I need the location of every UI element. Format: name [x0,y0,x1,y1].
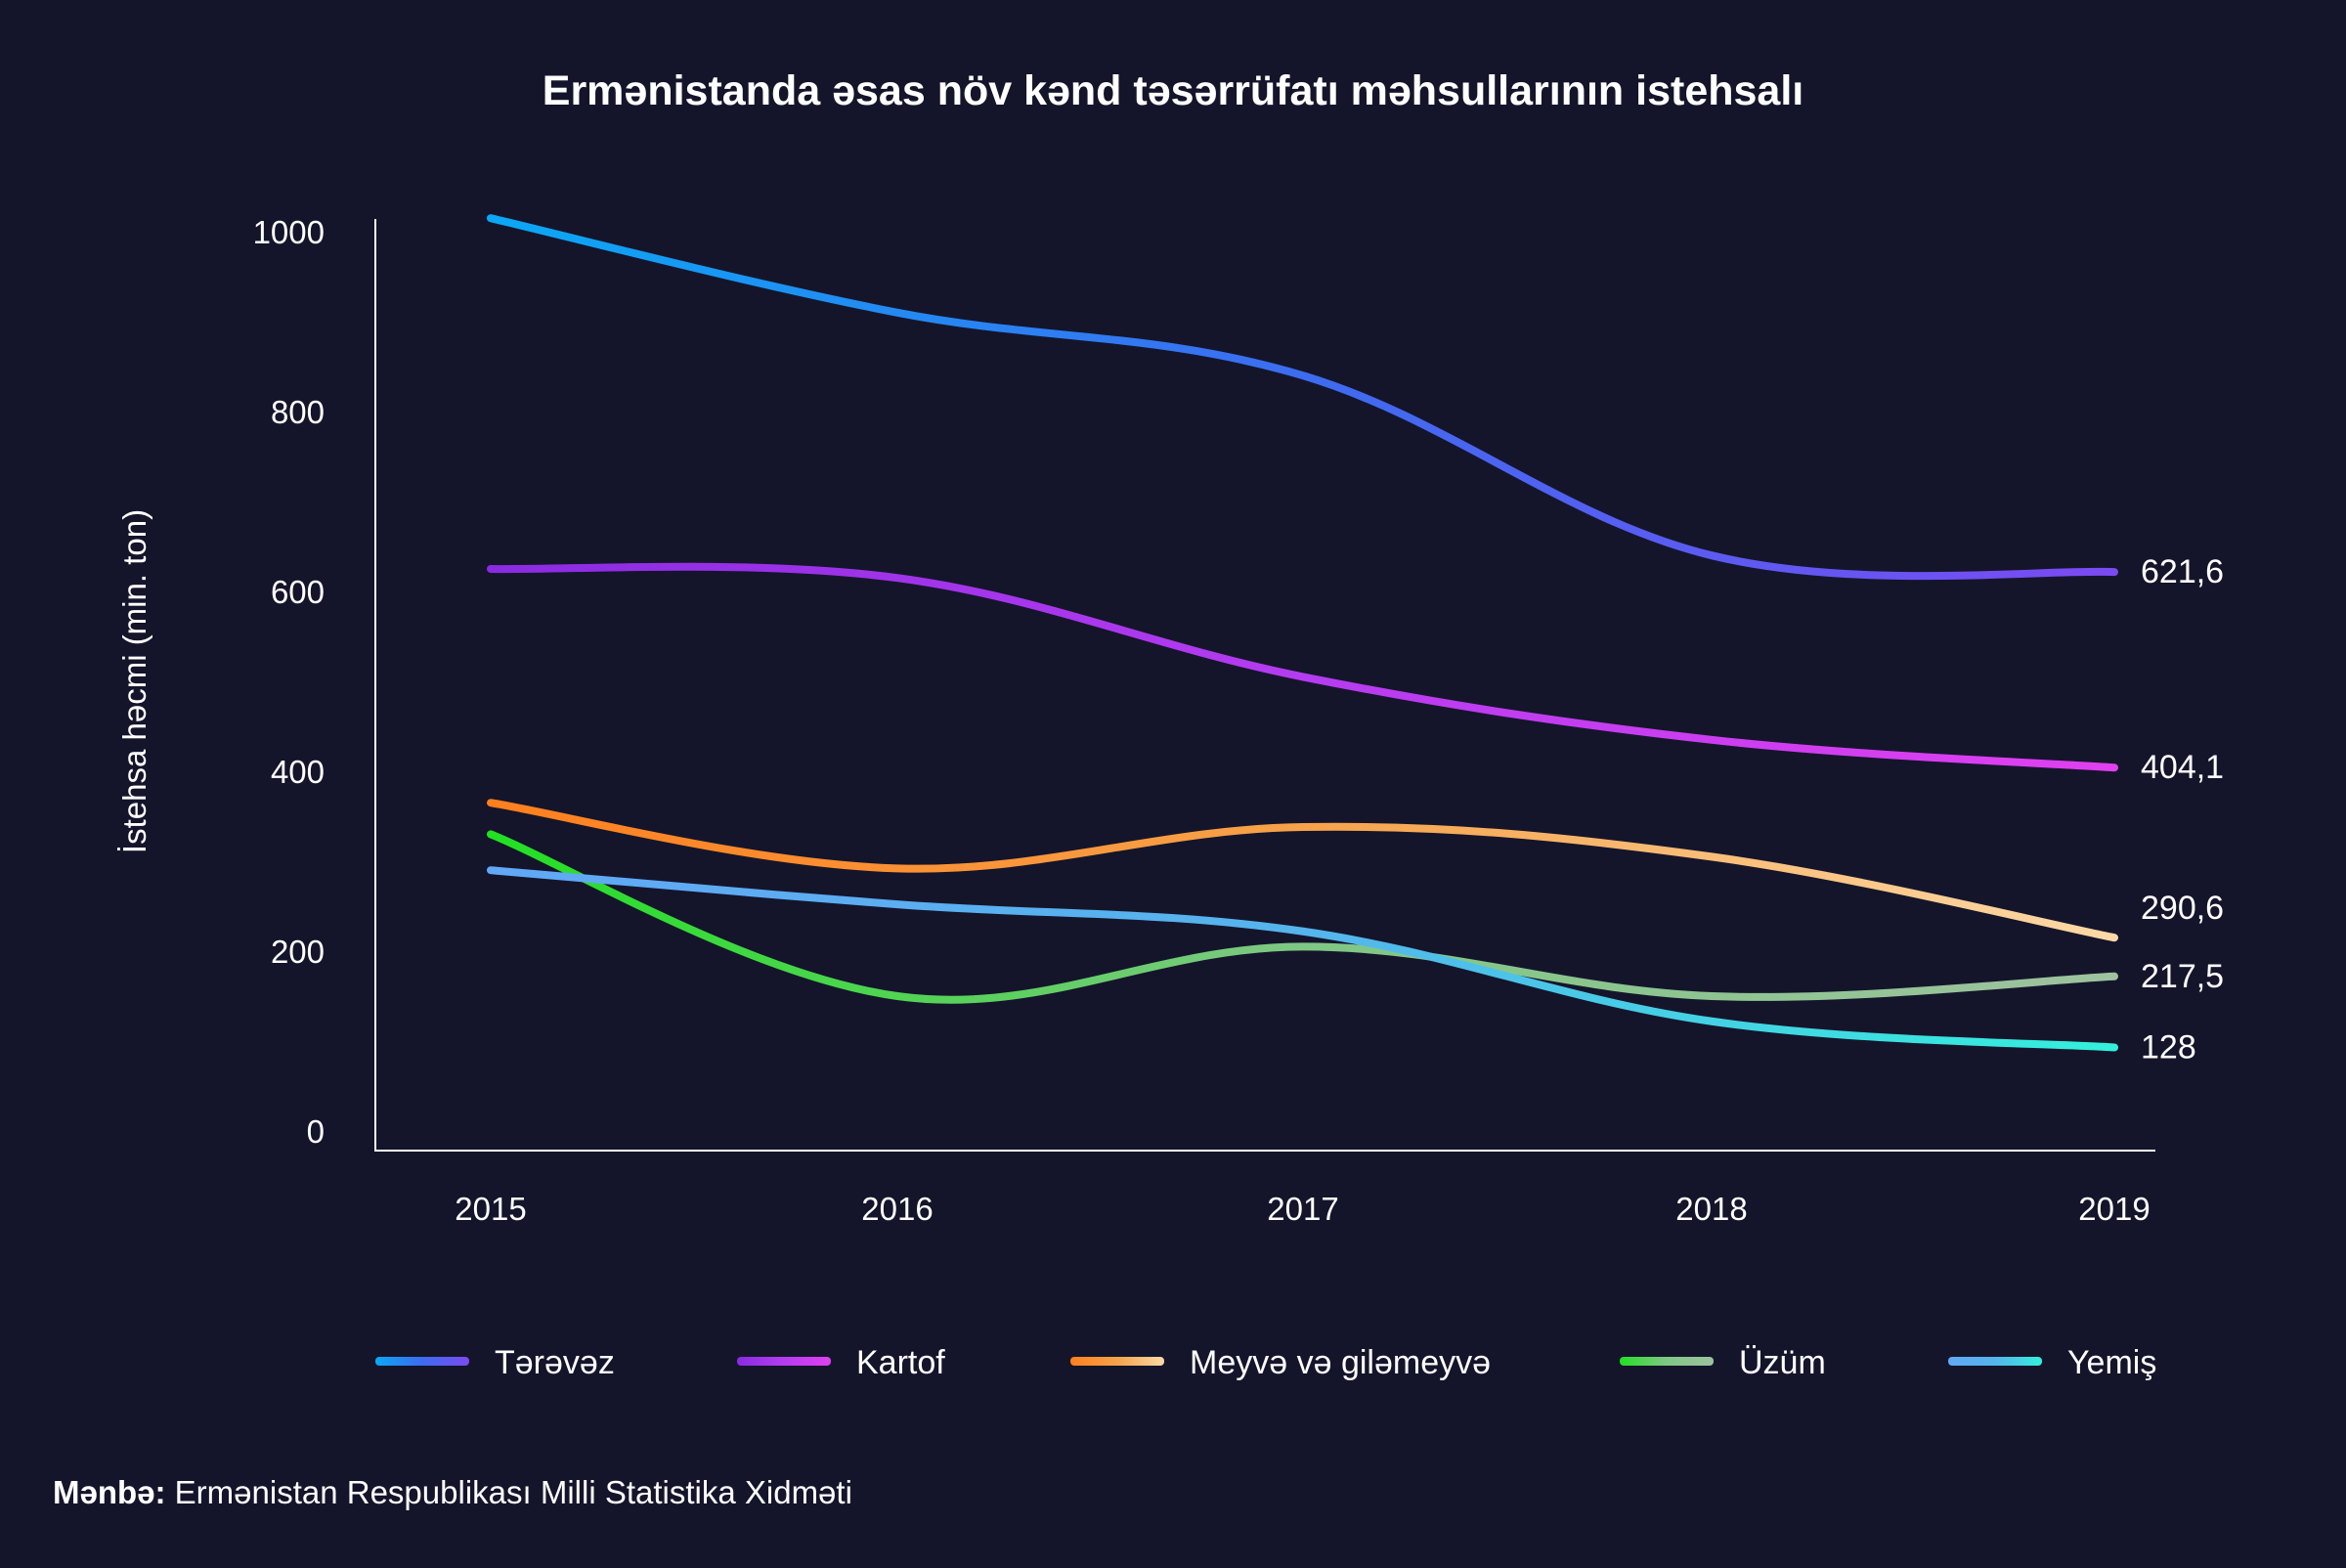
series-lines [487,214,2118,1052]
y-tick-label: 400 [271,754,325,790]
series-line [487,562,2118,772]
legend-label: Kartof [856,1344,945,1381]
series-line [487,866,2118,1052]
y-tick-label: 800 [271,394,325,430]
end-value-label: 217,5 [2141,958,2224,995]
legend-swatch [375,1357,469,1366]
y-tick-label: 0 [307,1113,325,1150]
x-tick-label: 2017 [1267,1191,1338,1227]
end-value-label: 128 [2141,1028,2196,1066]
series-line [487,214,2118,581]
series-line [487,799,2118,942]
legend-swatch [1070,1357,1164,1366]
legend-swatch [1948,1357,2042,1366]
source-label: Mənbə: [53,1474,166,1510]
legend-swatch [737,1357,831,1366]
end-value-label: 404,1 [2141,749,2224,786]
x-tick-labels: 2015 2016 2017 2018 2019 [455,1191,2150,1227]
legend-label: Yemiş [2067,1344,2156,1381]
x-tick-label: 2015 [455,1191,526,1227]
legend: Tərəvəz Kartof Meyvə və giləmeyvə Üzüm Yemiş [375,1344,2156,1381]
y-tick-label: 1000 [253,214,325,250]
y-tick-label: 200 [271,934,325,970]
end-value-label: 290,6 [2141,890,2224,927]
source-note: Mənbə: Ermənistan Respublikası Milli Sta… [53,1474,852,1511]
source-text: Ermənistan Respublikası Milli Statistika… [174,1474,852,1510]
legend-swatch [1620,1357,1714,1366]
legend-label: Meyvə və giləmeyvə [1190,1344,1491,1381]
legend-label: Üzüm [1739,1344,1826,1381]
end-value-labels: 621,6 404,1 290,6 217,5 128 [2141,553,2224,1066]
x-tick-label: 2019 [2078,1191,2150,1227]
x-tick-label: 2018 [1675,1191,1747,1227]
y-tick-label: 600 [271,574,325,610]
series-line [487,830,2118,1004]
y-tick-labels: 0 200 400 600 800 1000 [253,214,325,1150]
y-axis-label: İstehsa həcmi (min. ton) [116,509,152,853]
end-value-label: 621,6 [2141,553,2224,590]
chart-title: Ermənistanda əsas növ kənd təsərrüfatı m… [543,67,1803,114]
x-tick-label: 2016 [861,1191,933,1227]
legend-label: Tərəvəz [495,1344,615,1381]
